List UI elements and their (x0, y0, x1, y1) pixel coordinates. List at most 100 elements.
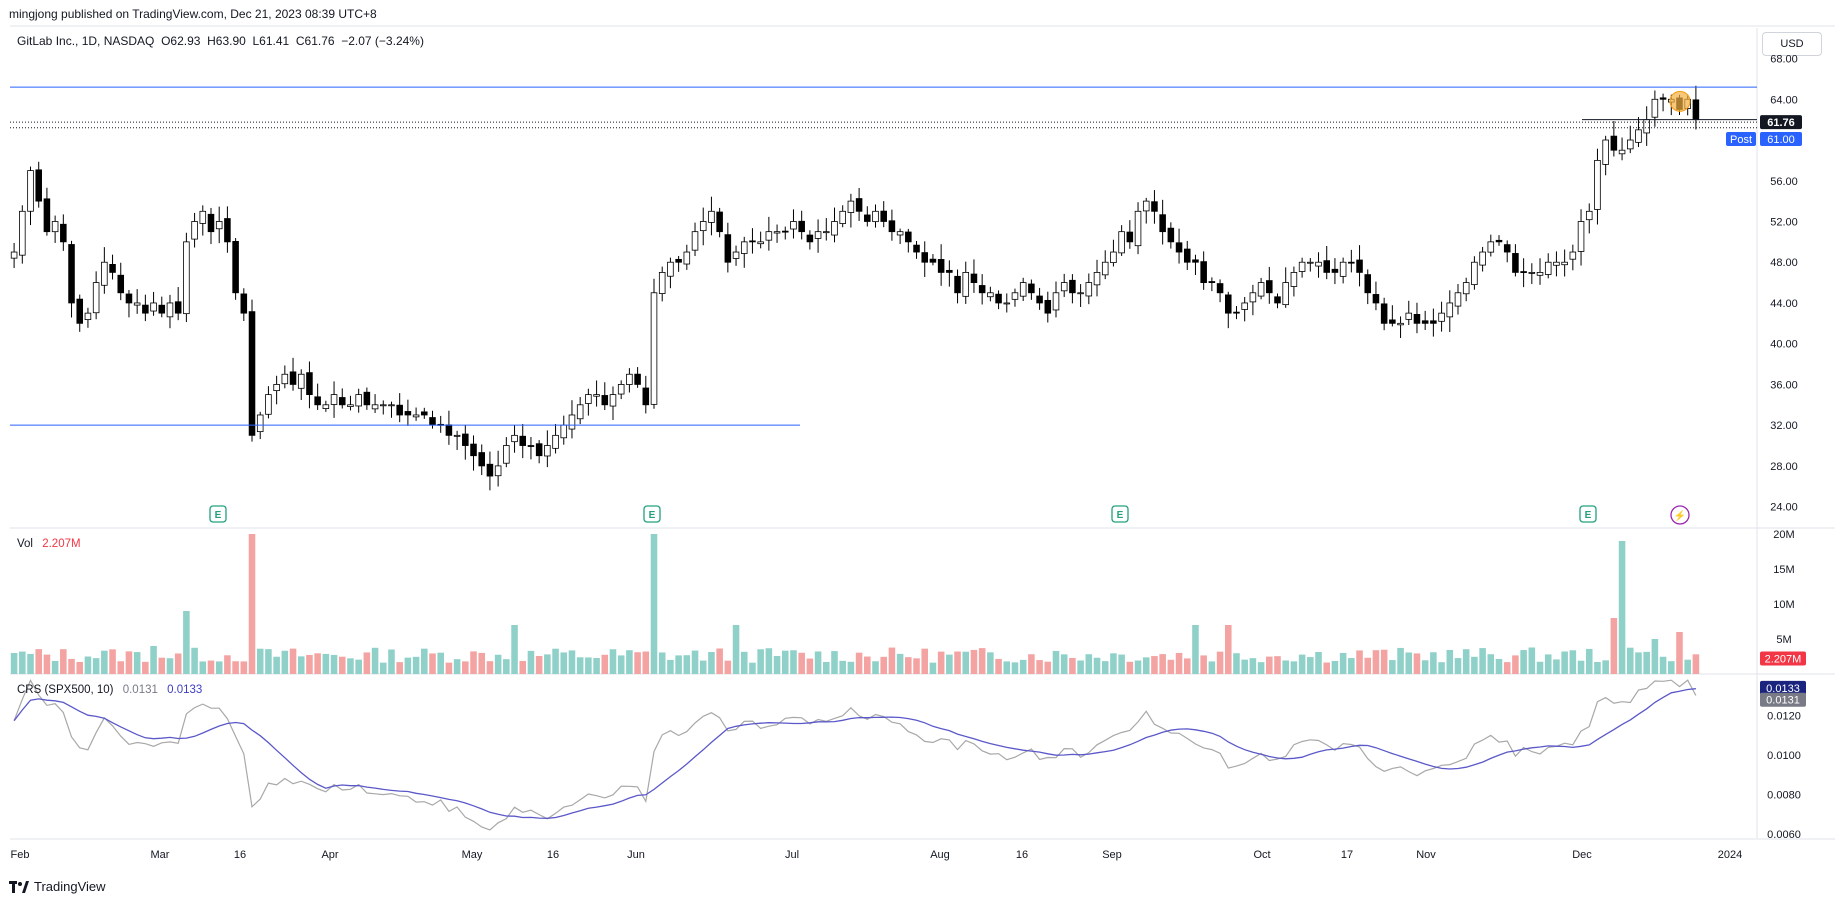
earnings-icon[interactable]: E (1579, 505, 1597, 523)
earnings-icon-label: E (649, 510, 656, 521)
candle-body (380, 404, 387, 407)
candle-body (1192, 259, 1199, 263)
symbol-name[interactable]: GitLab Inc., 1D, NASDAQ (17, 34, 155, 48)
volume-bar (470, 651, 477, 674)
candle-body (1282, 282, 1289, 306)
crs-axis-tick: 0.0120 (1767, 711, 1801, 723)
volume-bar (1151, 656, 1158, 674)
volume-bar (585, 657, 592, 674)
last-price-tag-label: 61.76 (1767, 117, 1795, 129)
candle-body (962, 272, 970, 297)
candle-body (757, 241, 764, 245)
volume-bar (757, 649, 764, 674)
volume-bar (1085, 654, 1093, 674)
candle-body (880, 210, 887, 222)
volume-bar (765, 648, 773, 674)
volume-bar (544, 654, 551, 674)
volume-bar (806, 658, 814, 674)
volume-bar (1503, 662, 1511, 674)
volume-bar (937, 651, 945, 674)
candle-body (609, 394, 617, 407)
earnings-icon[interactable]: E (209, 505, 227, 523)
candle-body (724, 234, 732, 263)
candle-body (158, 304, 166, 314)
candle-body (1208, 281, 1216, 283)
volume-bar (1175, 652, 1183, 674)
volume-bar (322, 653, 330, 674)
candle-body (1479, 251, 1486, 266)
candle-body (76, 298, 84, 324)
volume-bar (1307, 657, 1314, 674)
candle-body (101, 261, 108, 286)
candle-body (183, 241, 190, 315)
price-axis-tick: 32.00 (1770, 420, 1798, 432)
candle-body (995, 293, 1002, 304)
currency-button[interactable]: USD (1762, 32, 1822, 56)
crs-axis-tick: 0.0060 (1767, 829, 1801, 841)
candle-body (560, 424, 568, 439)
dividend-icon[interactable]: ⚡ (1670, 505, 1690, 525)
volume-bar (306, 654, 313, 674)
candle-body (921, 252, 929, 263)
volume-bar (568, 650, 576, 674)
volume-bar (494, 654, 502, 674)
volume-bar (1192, 625, 1199, 674)
candle-body (1610, 135, 1618, 151)
crs-line (13, 679, 1697, 831)
earnings-icon[interactable]: E (643, 505, 661, 523)
volume-bar (142, 661, 149, 674)
candle-body (1438, 312, 1445, 322)
footer-brand[interactable]: TradingView (9, 879, 106, 894)
volume-bar (658, 652, 666, 674)
candle-body (191, 221, 198, 240)
post-price-tag (1760, 132, 1802, 147)
candle-body (462, 433, 469, 446)
price-axis-tick: 56.00 (1770, 176, 1798, 188)
candle-body (1569, 251, 1577, 260)
candle-body (322, 404, 330, 409)
volume-bar (847, 661, 855, 674)
volume-bar (995, 658, 1002, 674)
volume-axis-tick: 5M (1776, 634, 1791, 646)
volume-bar (1036, 660, 1043, 674)
candle-body (1290, 272, 1298, 287)
candle-body (388, 404, 395, 407)
candle-body (371, 404, 379, 410)
price-axis-tick: 52.00 (1770, 216, 1798, 228)
volume-bar (511, 625, 518, 674)
candle-body (10, 251, 18, 259)
volume-bar (1618, 541, 1626, 674)
volume-bar (1282, 660, 1289, 674)
time-axis-tick: 16 (234, 849, 246, 861)
candle-body (1044, 299, 1052, 314)
volume-bar (1602, 660, 1609, 674)
volume-label: Vol (17, 538, 33, 550)
ohlc-open: O62.93 (161, 34, 201, 48)
volume-bar (888, 647, 896, 674)
candle-body (1101, 261, 1109, 276)
crs-value-2: 0.0133 (167, 684, 203, 696)
volume-bar (404, 657, 412, 674)
candle-body (1028, 283, 1035, 294)
volume-bar (905, 657, 912, 674)
volume-bar (1553, 659, 1560, 674)
volume-bar (1159, 654, 1166, 674)
volume-bar (1093, 657, 1101, 674)
volume-bar (281, 650, 289, 674)
price-axis-tick: 68.00 (1770, 54, 1798, 66)
candle-body (1520, 271, 1527, 273)
ohlc-low: L61.41 (252, 34, 290, 48)
time-axis-tick: Jun (627, 849, 645, 861)
candle-body (872, 210, 879, 223)
time-axis-tick: Sep (1102, 849, 1122, 861)
volume-bar (864, 656, 871, 674)
volume-bar (716, 648, 723, 674)
earnings-icon[interactable]: E (1111, 505, 1129, 523)
candle-body (650, 292, 658, 405)
candle-body (1134, 210, 1142, 247)
candle-body (699, 221, 707, 232)
volume-bar (355, 659, 362, 674)
candle-body (1356, 259, 1363, 273)
volume-bar (560, 652, 568, 674)
